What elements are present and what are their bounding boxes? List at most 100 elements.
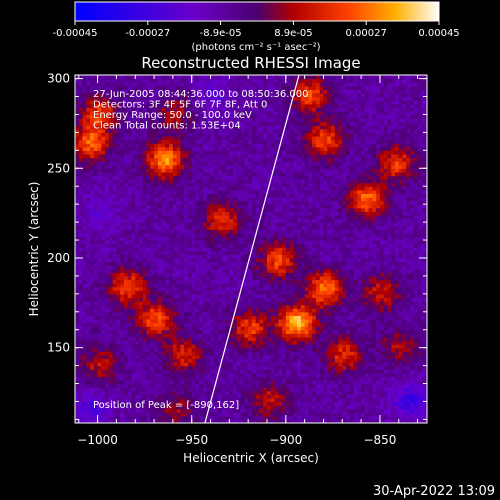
heatmap-cell	[116, 329, 121, 334]
heatmap-cell	[263, 333, 268, 338]
heatmap-cell	[116, 132, 121, 137]
heatmap-cell	[131, 283, 136, 288]
heatmap-cell	[214, 196, 219, 202]
heatmap-cell	[210, 268, 215, 273]
heatmap-cell	[176, 376, 182, 381]
heatmap-cell	[180, 318, 185, 324]
heatmap-cell	[165, 89, 170, 94]
heatmap-cell	[93, 171, 99, 177]
heatmap-cell	[233, 290, 238, 295]
heatmap-cell	[127, 401, 133, 406]
heatmap-cell	[236, 286, 242, 291]
heatmap-cell	[97, 132, 102, 137]
heatmap-cell	[218, 387, 223, 392]
heatmap-cell	[248, 211, 253, 216]
heatmap-cell	[229, 379, 234, 385]
heatmap-cell	[105, 379, 110, 385]
heatmap-cell	[97, 82, 102, 87]
heatmap-cell	[123, 75, 129, 80]
heatmap-cell	[199, 121, 204, 126]
heatmap-cell	[127, 153, 133, 159]
heatmap-cell	[131, 150, 136, 155]
heatmap-cell	[195, 336, 200, 342]
heatmap-cell	[233, 153, 238, 159]
heatmap-cell	[101, 143, 106, 148]
heatmap-cell	[233, 254, 238, 259]
heatmap-cell	[165, 279, 170, 284]
heatmap-cell	[218, 329, 223, 334]
heatmap-cell	[203, 397, 208, 403]
heatmap-cell	[86, 311, 91, 316]
heatmap-cell	[259, 383, 264, 388]
heatmap-cell	[97, 394, 102, 399]
heatmap-cell	[120, 401, 125, 406]
heatmap-cell	[127, 107, 133, 112]
heatmap-cell	[214, 415, 219, 421]
heatmap-cell	[123, 394, 129, 399]
heatmap-cell	[218, 135, 223, 141]
heatmap-cell	[90, 322, 95, 327]
heatmap-cell	[108, 254, 114, 259]
heatmap-cell	[112, 261, 118, 266]
heatmap-cell	[169, 157, 174, 162]
heatmap-cell	[75, 150, 80, 155]
heatmap-cell	[236, 333, 242, 338]
heatmap-cell	[218, 189, 223, 194]
heatmap-cell	[142, 265, 148, 270]
heatmap-cell	[191, 365, 197, 370]
heatmap-cell	[195, 121, 200, 126]
heatmap-cell	[176, 387, 182, 392]
heatmap-cell	[139, 383, 144, 388]
heatmap-cell	[101, 311, 106, 316]
heatmap-cell	[229, 415, 234, 421]
heatmap-cell	[210, 333, 215, 338]
heatmap-cell	[131, 401, 136, 406]
heatmap-cell	[255, 78, 261, 83]
heatmap-cell	[120, 412, 125, 417]
heatmap-cell	[105, 229, 110, 234]
heatmap-cell	[86, 92, 91, 98]
heatmap-cell	[172, 369, 178, 374]
heatmap-cell	[233, 229, 238, 234]
heatmap-cell	[105, 358, 110, 363]
heatmap-cell	[139, 182, 144, 187]
heatmap-cell	[203, 100, 208, 105]
heatmap-cell	[120, 265, 125, 270]
heatmap-cell	[244, 146, 249, 151]
heatmap-cell	[218, 103, 223, 108]
heatmap-cell	[135, 250, 140, 255]
heatmap-cell	[123, 405, 129, 410]
heatmap-cell	[112, 254, 118, 259]
heatmap-cell	[112, 193, 118, 198]
heatmap-cell	[165, 82, 170, 87]
heatmap-cell	[184, 157, 189, 162]
heatmap-cell	[161, 376, 166, 381]
heatmap-cell	[146, 182, 151, 187]
heatmap-cell	[259, 229, 264, 234]
heatmap-cell	[267, 351, 272, 356]
heatmap-cell	[210, 279, 215, 284]
heatmap-cell	[221, 121, 227, 126]
heatmap-cell	[127, 164, 133, 169]
heatmap-cell	[135, 175, 140, 180]
heatmap-cell	[97, 405, 102, 410]
heatmap-cell	[146, 279, 151, 284]
heatmap-cell	[108, 275, 114, 281]
heatmap-cell	[108, 236, 114, 241]
heatmap-cell	[240, 150, 246, 155]
heatmap-cell	[116, 362, 121, 367]
heatmap-cell	[233, 85, 238, 90]
heatmap-cell	[131, 200, 136, 205]
heatmap-cell	[244, 218, 249, 223]
heatmap-cell	[112, 229, 118, 234]
heatmap-cell	[187, 390, 193, 395]
heatmap-cell	[233, 387, 238, 392]
heatmap-cell	[97, 182, 102, 187]
heatmap-cell	[116, 92, 121, 98]
heatmap-cell	[259, 254, 264, 259]
heatmap-cell	[267, 333, 272, 338]
heatmap-cell	[161, 268, 166, 273]
heatmap-cell	[251, 311, 257, 316]
heatmap-cell	[165, 376, 170, 381]
heatmap-cell	[218, 311, 223, 316]
